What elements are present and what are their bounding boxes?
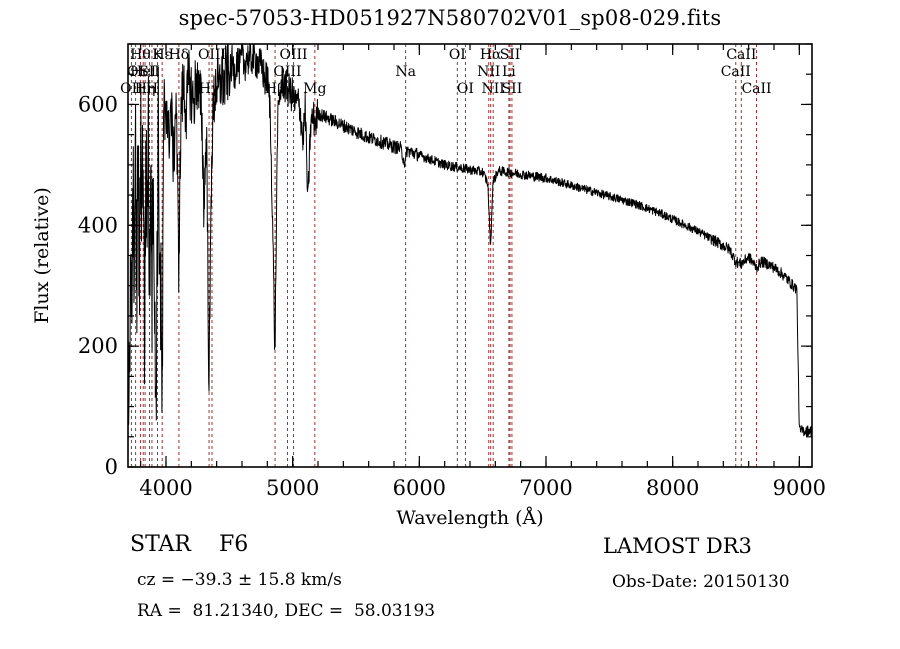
spectral-line-label: Li (502, 64, 516, 80)
x-tick-label: 6000 (393, 476, 446, 500)
x-tick-label: 4000 (139, 476, 192, 500)
spectral-line-label: CaII (741, 81, 771, 97)
y-tick-label: 400 (78, 213, 118, 237)
plot-border (127, 43, 813, 468)
spectral-line-label: Hβ (265, 81, 285, 97)
spectral-line-label: SII (139, 64, 160, 80)
axis-tick-labels: 4000 5000 6000 7000 8000 9000 0 200 400 600 (78, 92, 826, 500)
spectral-line-label: K (152, 47, 163, 63)
spectral-line-label: SII (500, 47, 521, 63)
spectral-line-label: Hθ (130, 47, 151, 63)
spectral-line-label: Hγ (199, 81, 220, 97)
spectral-line-label: Mg (303, 81, 326, 97)
spectral-line-label: OI (127, 64, 144, 80)
x-tick-label: 7000 (519, 476, 572, 500)
spectral-line-label: Hη (135, 81, 156, 97)
x-axis-title: Wavelength (Å) (396, 507, 543, 529)
spectral-line-label: H (146, 81, 158, 97)
spectral-line-label: OIII (273, 64, 301, 80)
radial-velocity-text: cz = −39.3 ± 15.8 km/s (137, 570, 342, 590)
y-tick-label: 200 (78, 334, 118, 358)
obs-date-text: Obs-Date: 20150130 (612, 572, 790, 592)
plot-frame (127, 43, 813, 468)
x-tick-label: 5000 (266, 476, 319, 500)
object-class-text: STAR F6 (130, 532, 249, 557)
x-tick-label: 9000 (773, 476, 826, 500)
spectral-line-label: OIII (280, 47, 308, 63)
spectral-line-markers (130, 44, 758, 467)
spectral-line-label: OI (449, 47, 466, 63)
axis-titles: Wavelength (Å) Flux (relative) (31, 187, 544, 529)
spectral-line-label: Na (395, 64, 416, 80)
spectral-line-label: HeI (130, 64, 156, 80)
flux-polyline (127, 43, 813, 468)
survey-name-text: LAMOST DR3 (603, 534, 752, 558)
y-axis-title: Flux (relative) (31, 187, 53, 324)
spectrum-trace (127, 43, 813, 468)
spectral-line-label: Hε (152, 47, 171, 63)
spectral-line-label: CaII (721, 64, 751, 80)
y-tick-label: 600 (78, 92, 118, 116)
spectral-line-label: CaII (726, 47, 756, 63)
spectral-line-label: SII (502, 81, 523, 97)
axis-ticks (128, 43, 812, 468)
spectral-line-label: Hα (480, 47, 502, 63)
spectral-line-label: Hδ (169, 47, 190, 63)
x-tick-label: 8000 (646, 476, 699, 500)
spectral-line-label: OIII (198, 47, 226, 63)
y-tick-label: 0 (105, 455, 118, 479)
page-title: spec-57053-HD051927N580702V01_sp08-029.f… (178, 6, 722, 30)
coordinates-text: RA = 81.21340, DEC = 58.03193 (137, 601, 436, 621)
spectral-line-label: OII (120, 81, 143, 97)
spectral-line-label: OI (457, 81, 474, 97)
spectral-line-label: NII (477, 64, 500, 80)
spectral-line-label: NII (482, 81, 505, 97)
